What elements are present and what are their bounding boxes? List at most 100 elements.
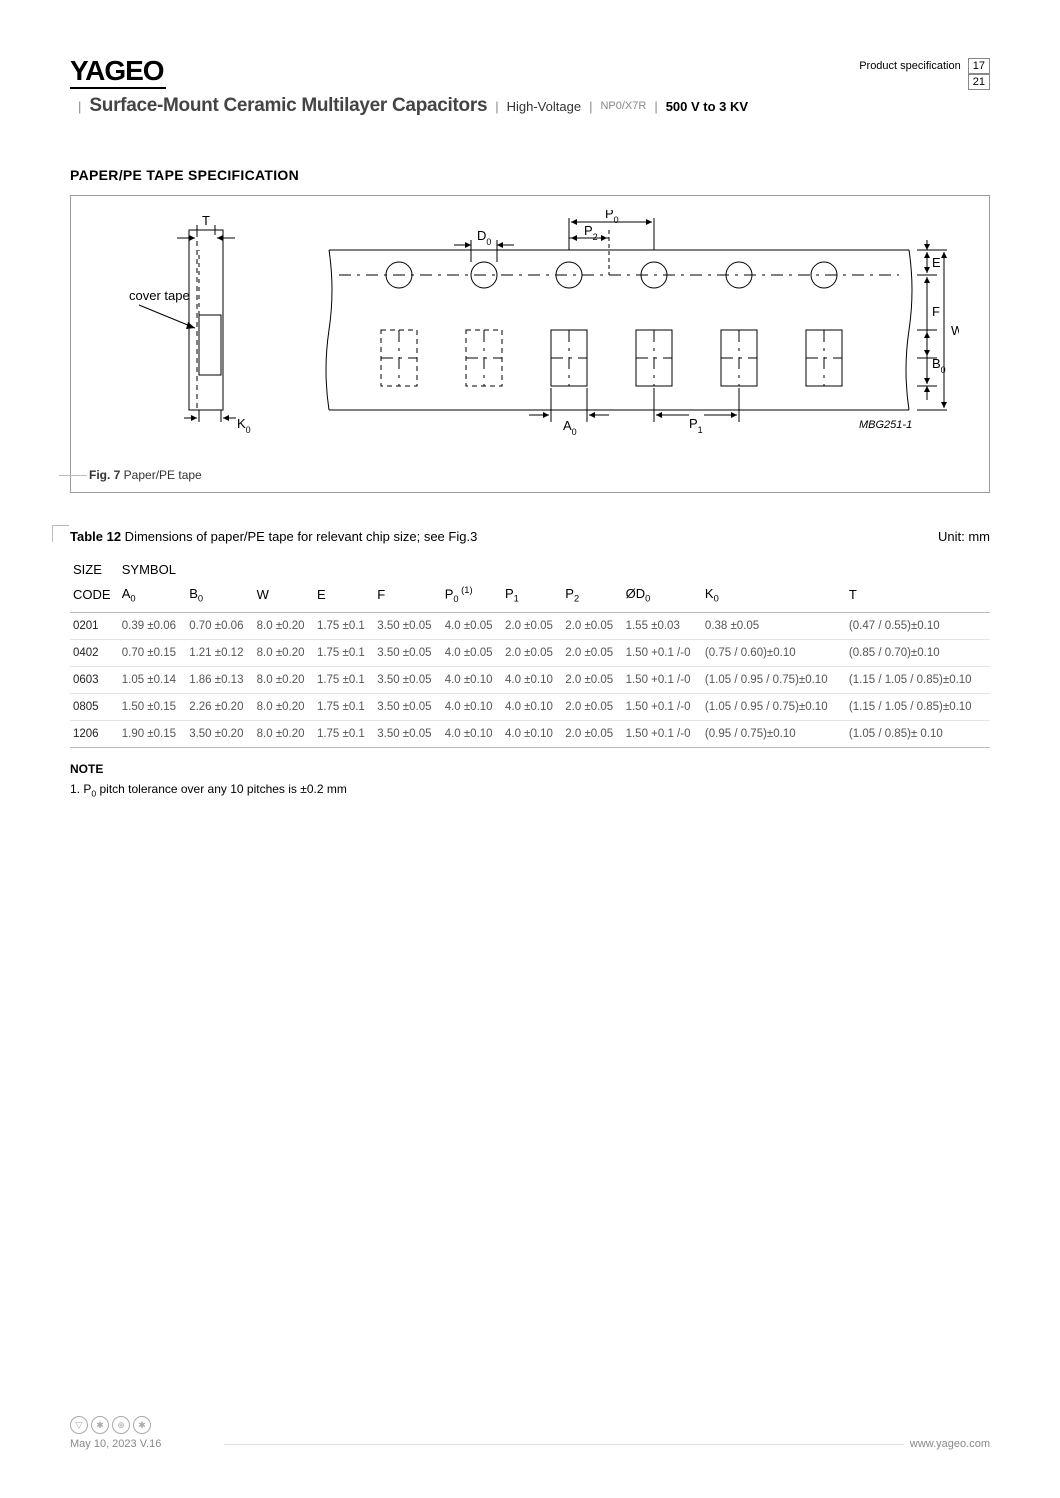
cell-E: 1.75 ±0.1 [314,612,374,639]
cell-A0: 1.05 ±0.14 [119,666,186,693]
page-header: YAGEO Product specification 17 21 | Surf… [0,0,1060,117]
cell-B0: 1.21 ±0.12 [186,639,253,666]
cell-E: 1.75 ±0.1 [314,720,374,747]
cell-P0: 4.0 ±0.05 [442,612,502,639]
cell-A0: 0.39 ±0.06 [119,612,186,639]
th-a0: A0 [119,581,186,612]
table-caption-text: Dimensions of paper/PE tape for relevant… [121,529,477,544]
doc-subtitle-1: High-Voltage [507,99,581,114]
cell-F: 3.50 ±0.05 [374,666,441,693]
cell-P1: 2.0 ±0.05 [502,612,562,639]
separator: | [581,99,600,114]
dimensions-table: SIZE SYMBOL CODE A0 B0 W E F P0 (1) P1 P… [70,554,990,748]
cell-B0: 2.26 ±0.20 [186,693,253,720]
cell-P0: 4.0 ±0.05 [442,639,502,666]
th-w: W [254,581,314,612]
cell-P0: 4.0 ±0.10 [442,720,502,747]
figure-caption: Fig. 7 Paper/PE tape [89,468,971,482]
separator: | [70,99,89,114]
label-D0: D0 [477,228,491,247]
label-P0: P0 [605,210,619,225]
th-e: E [314,581,374,612]
cell-E: 1.75 ±0.1 [314,639,374,666]
cell-W: 8.0 ±0.20 [254,612,314,639]
cell-P1: 4.0 ±0.10 [502,666,562,693]
cell-T: (0.85 / 0.70)±0.10 [846,639,990,666]
title-row: | Surface-Mount Ceramic Multilayer Capac… [70,95,990,117]
th-size: SIZE [70,554,119,581]
cell-K0: 0.38 ±0.05 [702,612,846,639]
cell-F: 3.50 ±0.05 [374,693,441,720]
cell-code: 0402 [70,639,119,666]
doc-subtitle-3: 500 V to 3 KV [666,99,748,114]
th-t: T [846,581,990,612]
label-cover-tape: cover tape [129,288,190,303]
cell-P1: 2.0 ±0.05 [502,639,562,666]
table-row: 04020.70 ±0.151.21 ±0.128.0 ±0.201.75 ±0… [70,639,990,666]
table-row: 02010.39 ±0.060.70 ±0.068.0 ±0.201.75 ±0… [70,612,990,639]
cell-W: 8.0 ±0.20 [254,666,314,693]
note-title: NOTE [70,762,990,776]
label-W: W [951,323,959,338]
cell-code: 0201 [70,612,119,639]
footer-url: www.yageo.com [910,1438,990,1450]
cell-E: 1.75 ±0.1 [314,666,374,693]
doc-subtitle-2: NP0/X7R [600,100,646,112]
label-P1: P1 [689,416,703,435]
label-P2: P2 [584,223,598,242]
footer-date: May 10, 2023 V.16 [70,1438,161,1450]
doc-title: Surface-Mount Ceramic Multilayer Capacit… [89,95,487,117]
table-body: 02010.39 ±0.060.70 ±0.068.0 ±0.201.75 ±0… [70,612,990,747]
page-number-block: Product specification 17 21 [859,58,990,90]
table-unit: Unit: mm [938,529,990,544]
cell-B0: 3.50 ±0.20 [186,720,253,747]
cell-F: 3.50 ±0.05 [374,639,441,666]
cell-T: (1.15 / 1.05 / 0.85)±0.10 [846,666,990,693]
cell-P1: 4.0 ±0.10 [502,693,562,720]
cell-F: 3.50 ±0.05 [374,612,441,639]
cert-icon: ▽ [70,1416,88,1434]
note-text: 1. P0 pitch tolerance over any 10 pitche… [70,782,990,798]
cell-B0: 1.86 ±0.13 [186,666,253,693]
label-T: T [202,213,210,228]
label-F: F [932,304,940,319]
cell-A0: 1.90 ±0.15 [119,720,186,747]
label-A0: A0 [563,418,577,437]
cell-P2: 2.0 ±0.05 [562,639,622,666]
cell-code: 1206 [70,720,119,747]
cell-K0: (1.05 / 0.95 / 0.75)±0.10 [702,693,846,720]
cell-code: 0603 [70,666,119,693]
cell-code: 0805 [70,693,119,720]
cell-P2: 2.0 ±0.05 [562,693,622,720]
th-code: CODE [70,581,119,612]
label-E: E [932,255,941,270]
th-f: F [374,581,441,612]
th-k0: K0 [702,581,846,612]
cell-P1: 4.0 ±0.10 [502,720,562,747]
cell-B0: 0.70 ±0.06 [186,612,253,639]
table-caption: Table 12 Dimensions of paper/PE tape for… [70,529,990,544]
cell-E: 1.75 ±0.1 [314,693,374,720]
label-ref: MBG251-1 [859,419,912,431]
th-p1: P1 [502,581,562,612]
th-symbol: SYMBOL [119,554,990,581]
cell-P0: 4.0 ±0.10 [442,693,502,720]
spec-label: Product specification [859,60,961,72]
cell-F: 3.50 ±0.05 [374,720,441,747]
section-title: PAPER/PE TAPE SPECIFICATION [70,167,990,183]
th-b0: B0 [186,581,253,612]
fig-caption-text: Paper/PE tape [120,468,201,482]
footer-icons: ▽ ✱ ⊕ ✱ [70,1416,990,1434]
tape-diagram: cover tape T K0 D0 P0 P2 A0 P1 E F W B0 … [89,210,959,455]
cell-W: 8.0 ±0.20 [254,693,314,720]
page-current: 17 [968,58,990,74]
fig-caption-bold: Fig. 7 [89,468,120,482]
cell-A0: 0.70 ±0.15 [119,639,186,666]
page-total: 21 [968,74,990,90]
cert-icon: ⊕ [112,1416,130,1434]
cell-K0: (0.75 / 0.60)±0.10 [702,639,846,666]
cell-D0: 1.50 +0.1 /-0 [623,639,702,666]
cell-W: 8.0 ±0.20 [254,720,314,747]
logo: YAGEO [70,55,166,89]
label-K0: K0 [237,416,251,435]
